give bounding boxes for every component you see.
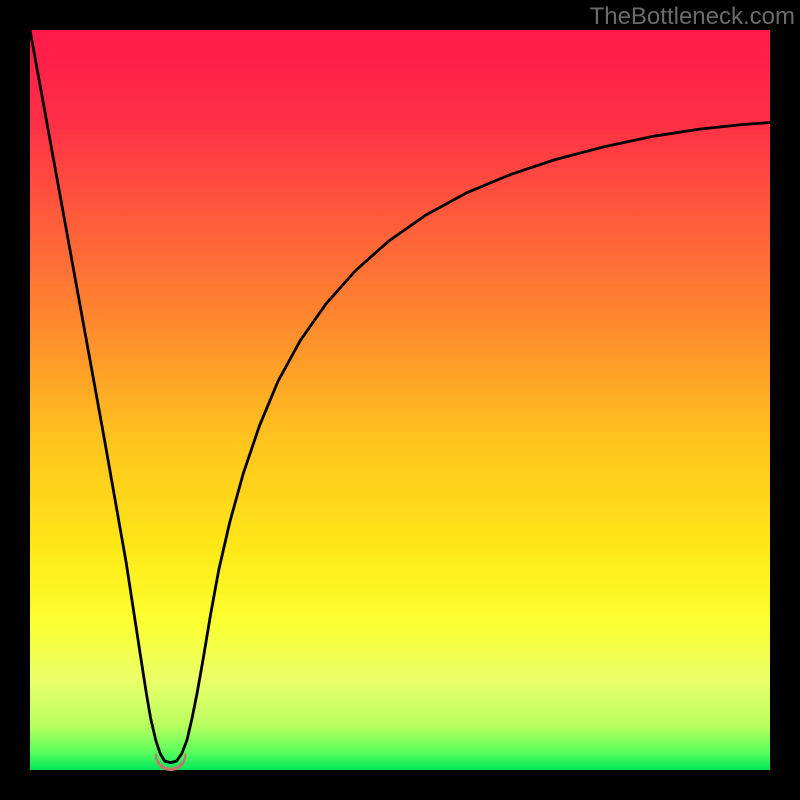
chart-root: TheBottleneck.com	[0, 0, 800, 800]
chart-svg: TheBottleneck.com	[0, 0, 800, 800]
watermark-text: TheBottleneck.com	[590, 3, 795, 30]
